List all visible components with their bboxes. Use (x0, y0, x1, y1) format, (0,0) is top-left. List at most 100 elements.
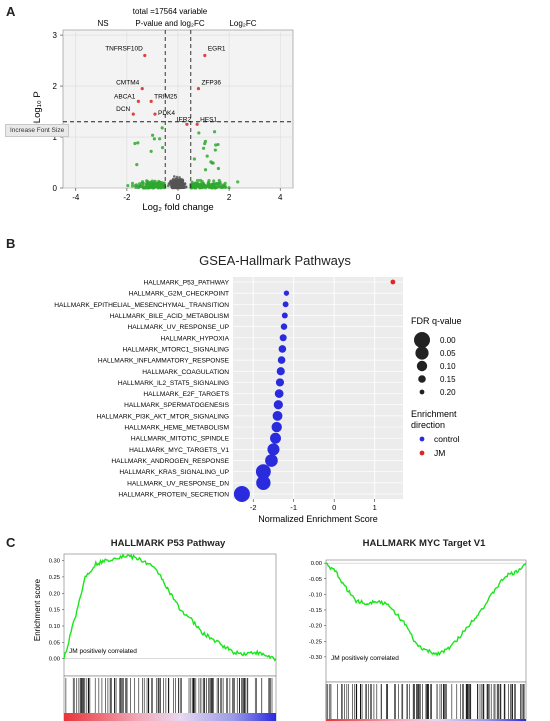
gsea-point (278, 345, 287, 353)
volcano-xtick-label: 0 (176, 193, 181, 202)
enrichment-plots: Enrichment score 0.30 0.25 0.20 0.15 0.10 0.0… (33, 553, 527, 721)
gsea-pathway-label: HALLMARK_E2F_TARGETS (143, 391, 229, 398)
volcano-point-log2fc (133, 141, 137, 146)
myc-plot-score-line (325, 562, 527, 657)
volcano-point-log2fc (136, 141, 140, 145)
volcano-ytick-label: 0 (53, 184, 58, 193)
volcano-point-log2fc (201, 146, 206, 150)
volcano-point-log2fc (135, 163, 139, 167)
gsea-pathway-label: HALLMARK_HEME_METABOLISM (124, 425, 229, 432)
gsea-xtick-label: -1 (290, 503, 297, 512)
gsea-xtick-label: -2 (250, 503, 257, 512)
volcano-point-log2fc (216, 166, 220, 171)
volcano-gene-label: TNFRSF10D (105, 45, 143, 52)
gsea-pathway-label: HALLMARK_INFLAMMATORY_RESPONSE (98, 358, 230, 365)
volcano-point-significant (136, 99, 140, 103)
volcano-point-significant (185, 122, 189, 126)
volcano-point-log2fc (216, 142, 220, 147)
volcano-gene-label: EGR1 (208, 45, 226, 52)
gsea-pathway-label: HALLMARK_P53_PATHWAY (143, 280, 229, 287)
gsea-pathway-label: HALLMARK_SPERMATOGENESIS (124, 402, 230, 409)
direction-legend-title-1: Enrichment (411, 409, 457, 419)
volcano-point-log2fc (150, 182, 154, 186)
gsea-point (280, 323, 288, 330)
volcano-point-log2fc (217, 185, 222, 189)
volcano-point-significant (153, 112, 157, 116)
gsea-pathway-label: HALLMARK_ANDROGEN_RESPONSE (111, 458, 229, 465)
volcano-point-log2fc (138, 184, 142, 188)
volcano-point-ns (178, 186, 182, 189)
volcano-point-significant (195, 122, 199, 126)
volcano-xlabel: Log₂ fold change (142, 202, 213, 213)
p53-plot-annotation: JM positively correlated (69, 648, 137, 655)
fdr-legend-dot (418, 375, 426, 383)
gsea-point (273, 400, 283, 410)
gsea-xtick-label: 0 (332, 503, 336, 512)
volcano-point-significant (131, 112, 135, 116)
gsea-dotplot: HALLMARK_P53_PATHWAY HALLMARK_G2M_CHECKPO… (54, 277, 462, 524)
p53-plot-ytick-label: 0.10 (49, 624, 60, 630)
gsea-point (279, 334, 287, 342)
gsea-point (265, 454, 278, 467)
myc-plot-annotation: JM positively correlated (331, 655, 399, 662)
gsea-pathway-label: HALLMARK_BILE_ACID_METABOLISM (110, 313, 229, 320)
volcano-point-log2fc (222, 185, 227, 189)
volcano-title: total =17564 variable (133, 7, 208, 16)
enrichment-ylabel: Enrichment score (33, 578, 42, 641)
volcano-point-log2fc (199, 182, 203, 186)
volcano-gene-label: DCN (116, 106, 130, 113)
gsea-pathway-label: HALLMARK_COAGULATION (142, 369, 229, 376)
increase-font-size-tooltip: Increase Font Size (5, 124, 70, 137)
volcano-point-log2fc (158, 137, 162, 141)
volcano-point-ns (172, 178, 176, 182)
gsea-plot-area (233, 277, 403, 499)
direction-legend-title-2: direction (411, 420, 445, 430)
volcano-point-log2fc (152, 186, 156, 190)
volcano-point-ns (169, 179, 173, 183)
volcano-point-log2fc (205, 154, 209, 158)
volcano-xtick-label: -4 (72, 193, 80, 202)
volcano-point-log2fc (159, 186, 163, 190)
fdr-legend-dot (419, 389, 425, 395)
volcano-point-log2fc (140, 181, 144, 186)
p53-plot-ytick-label: 0.05 (49, 640, 60, 646)
p53-plot-frame (63, 553, 277, 677)
fdr-legend-label: 0.05 (440, 349, 456, 358)
right-enrichment-title: HALLMARK MYC Target V1 (362, 538, 486, 549)
gsea-xlabel: Normalized Enrichment Score (258, 514, 378, 524)
volcano-point-log2fc (126, 183, 130, 188)
volcano-point-ns (174, 185, 178, 189)
p53-plot-ytick-label: 0.25 (49, 575, 60, 581)
volcano-point-ns (178, 176, 181, 179)
fdr-legend-dot (416, 360, 428, 372)
volcano-legend-ns: NS (97, 19, 108, 28)
gsea-pathway-label: HALLMARK_PI3K_AKT_MTOR_SIGNALING (96, 413, 229, 420)
volcano-point-log2fc (214, 182, 218, 186)
left-enrichment-title: HALLMARK P53 Pathway (110, 538, 226, 549)
volcano-point-log2fc (130, 184, 135, 188)
panel-a-letter: A (6, 4, 16, 19)
myc-plot-frame (325, 559, 527, 683)
volcano-point-log2fc (212, 179, 216, 183)
p53-plot-ytick-label: 0.15 (49, 608, 60, 614)
volcano-point-log2fc (227, 186, 231, 190)
panel-c-letter: C (6, 535, 16, 550)
p53-plot-rank-gradient (64, 713, 276, 721)
myc-plot-ytick-label: -0.20 (309, 624, 322, 630)
volcano-gene-label: IER2 (177, 116, 192, 123)
volcano-point-log2fc (191, 185, 196, 189)
volcano-point-log2fc (146, 183, 150, 187)
volcano-point-ns (169, 183, 173, 187)
volcano-point-significant (196, 87, 201, 91)
volcano-point-log2fc (211, 182, 215, 186)
myc-plot-ytick-label: -0.30 (309, 655, 322, 661)
gsea-point (283, 290, 290, 296)
myc-plot-ytick-label: -0.15 (309, 608, 322, 614)
volcano-gene-label: ZFP36 (201, 80, 221, 87)
volcano-point-log2fc (160, 126, 164, 130)
control-legend-dot (419, 436, 425, 442)
volcano-ytick-label: 3 (53, 31, 58, 40)
volcano-point-log2fc (197, 131, 201, 135)
volcano-point-log2fc (130, 181, 135, 185)
volcano-gene-label: HES1 (200, 116, 217, 123)
